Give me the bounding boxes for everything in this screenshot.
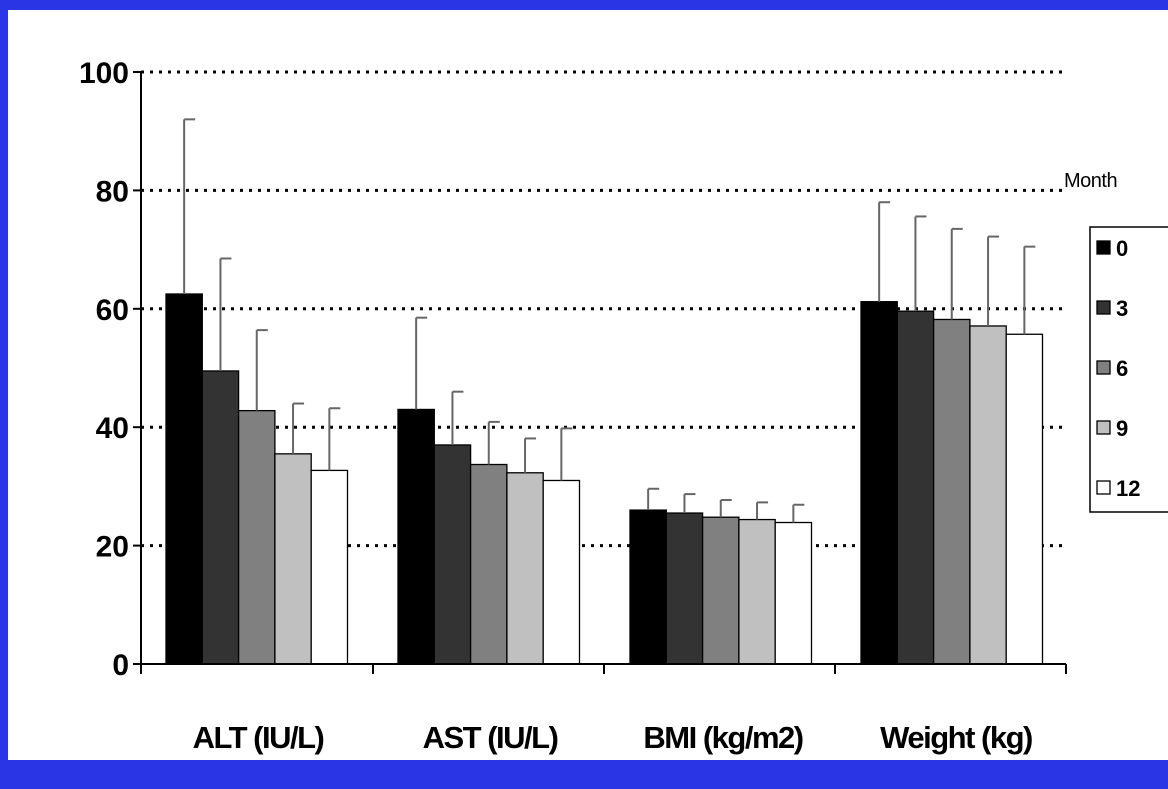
legend-label: 3: [1116, 296, 1128, 321]
bar: [665, 512, 704, 665]
bar: [274, 453, 312, 665]
bar: [201, 370, 240, 665]
bar: [506, 472, 544, 665]
legend-swatch: [1096, 300, 1111, 315]
y-tick-label: 20: [96, 531, 129, 564]
bar: [629, 509, 667, 665]
bar: [1005, 333, 1044, 665]
legend-label: 0: [1116, 236, 1128, 261]
bar: [542, 479, 581, 665]
bar: [738, 518, 776, 665]
bar: [165, 293, 203, 665]
bar: [433, 444, 472, 665]
bar: [969, 325, 1007, 665]
bar: [932, 318, 971, 665]
x-category-label: BMI (kg/m2): [643, 720, 802, 755]
bar: [896, 310, 935, 665]
bar: [397, 408, 435, 665]
legend-label: 9: [1116, 416, 1128, 441]
legend-swatch: [1096, 360, 1111, 375]
bar: [469, 463, 508, 665]
bar: [310, 469, 349, 665]
bars: [165, 118, 1044, 665]
legend-swatch: [1096, 420, 1111, 435]
y-tick-label: 40: [96, 412, 129, 445]
legend-label: 6: [1116, 356, 1128, 381]
y-tick-label: 0: [112, 649, 129, 682]
legend-label: 12: [1116, 476, 1140, 501]
y-tick-label: 80: [96, 175, 129, 208]
y-tick-label: 60: [96, 294, 129, 327]
bar: [237, 409, 276, 665]
y-tick-label: 100: [79, 57, 129, 90]
x-category-label: ALT (IU/L): [193, 720, 324, 755]
legend: Month 0 3 6 9 12: [1064, 170, 1168, 513]
legend-title: Month: [1064, 170, 1117, 192]
legend-swatch: [1096, 480, 1111, 495]
axes: 0 20 40 60 80 100 ALT (IU/L) AST (IU/L) BMI (kg/…: [79, 57, 1067, 755]
bar: [701, 516, 740, 665]
legend-swatch: [1096, 240, 1111, 255]
x-category-label: Weight (kg): [880, 720, 1032, 755]
bar: [774, 521, 813, 665]
x-category-label: AST (IU/L): [423, 720, 558, 755]
bar: [860, 301, 898, 665]
chart-panel: 0 20 40 60 80 100 ALT (IU/L) AST (IU/L) BMI (kg/…: [8, 10, 1168, 760]
